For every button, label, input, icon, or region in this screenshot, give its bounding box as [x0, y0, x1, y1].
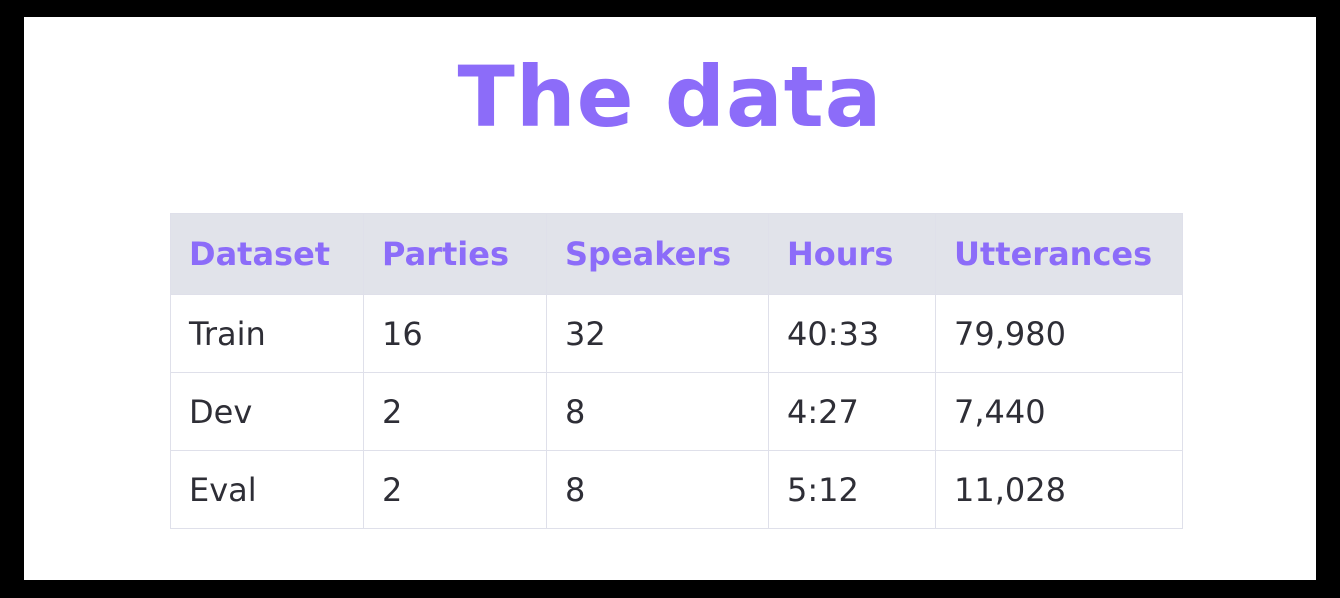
cell-hours: 40:33 [768, 294, 936, 373]
cell-speakers: 8 [546, 450, 769, 529]
cell-parties: 16 [363, 294, 547, 373]
page-title: The data [457, 48, 883, 146]
cell-dataset: Eval [170, 450, 364, 529]
cell-speakers: 32 [546, 294, 769, 373]
column-header-utterances: Utterances [935, 213, 1183, 295]
cell-speakers: 8 [546, 372, 769, 451]
cell-dataset: Dev [170, 372, 364, 451]
table-row: Train 16 32 40:33 79,980 [170, 294, 1183, 373]
column-header-dataset: Dataset [170, 213, 364, 295]
cell-parties: 2 [363, 450, 547, 529]
cell-utterances: 79,980 [935, 294, 1183, 373]
cell-utterances: 11,028 [935, 450, 1183, 529]
cell-hours: 5:12 [768, 450, 936, 529]
column-header-hours: Hours [768, 213, 936, 295]
cell-parties: 2 [363, 372, 547, 451]
table-row: Dev 2 8 4:27 7,440 [170, 372, 1183, 451]
cell-utterances: 7,440 [935, 372, 1183, 451]
cell-hours: 4:27 [768, 372, 936, 451]
table-header-row: Dataset Parties Speakers Hours Utterance… [170, 213, 1183, 295]
table-row: Eval 2 8 5:12 11,028 [170, 450, 1183, 529]
data-table: Dataset Parties Speakers Hours Utterance… [170, 213, 1183, 529]
slide: The data Dataset Parties Speakers Hours … [24, 17, 1316, 580]
column-header-parties: Parties [363, 213, 547, 295]
column-header-speakers: Speakers [546, 213, 769, 295]
cell-dataset: Train [170, 294, 364, 373]
